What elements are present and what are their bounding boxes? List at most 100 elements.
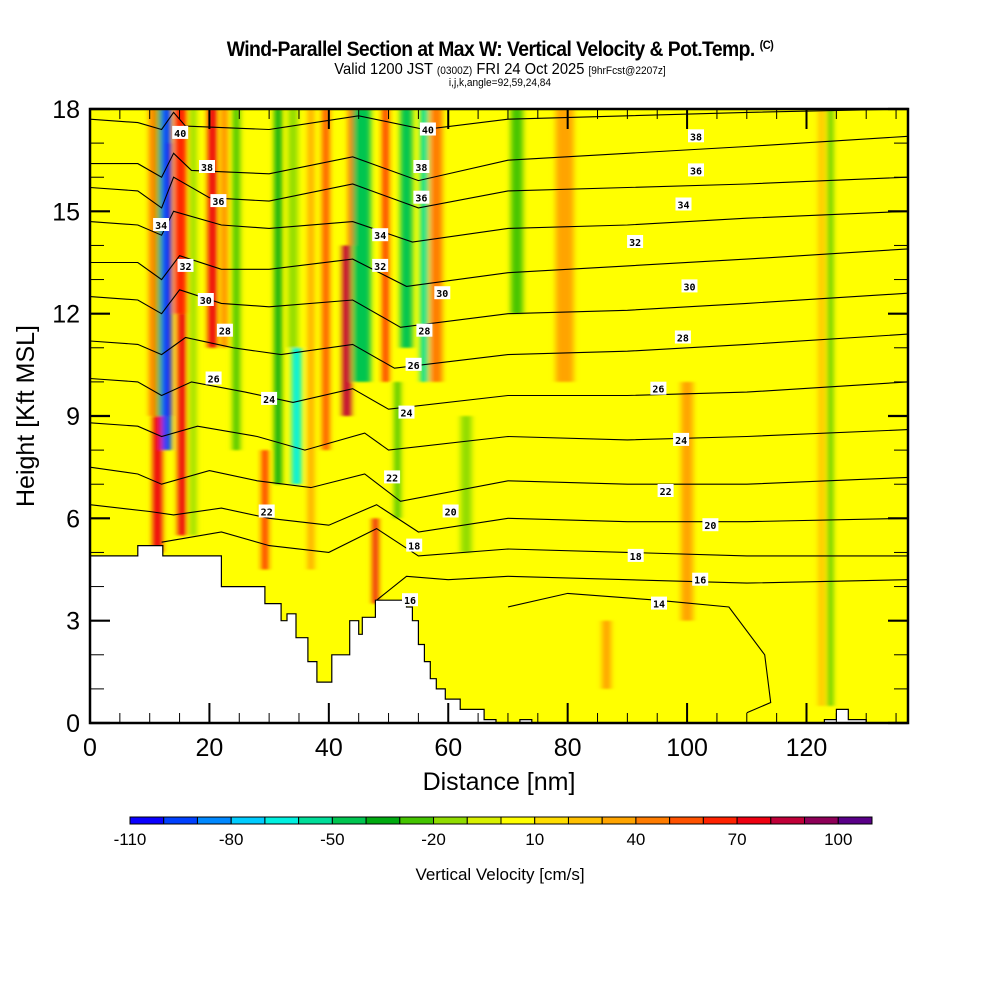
contour-label-bg xyxy=(406,538,423,552)
contour-label-text: 18 xyxy=(408,542,420,553)
contour-label-text: 36 xyxy=(415,194,427,205)
theta-contour-34 xyxy=(90,210,908,243)
theta-contour-14 xyxy=(507,592,772,714)
w-band xyxy=(394,381,401,519)
colorbar-swatch xyxy=(298,816,333,825)
contour-label: 14 xyxy=(651,596,667,611)
theta-contour-16 xyxy=(376,575,908,601)
section-info: i,j,k,angle=92,59,24,84 xyxy=(448,77,552,89)
colorbar-swatch xyxy=(635,816,671,825)
colorbar-label: 70 xyxy=(728,830,747,849)
contour-label-bg xyxy=(681,279,698,293)
contour-label-text: 16 xyxy=(694,576,706,587)
contour-label: 30 xyxy=(197,293,214,307)
w-band xyxy=(382,109,389,382)
contour-label-text: 32 xyxy=(179,262,191,273)
x-axis: 0 20 40 60 80 100 120 xyxy=(83,109,897,762)
colorbar-swatch xyxy=(534,816,569,825)
contour-label-text: 20 xyxy=(445,508,457,519)
contour-label-bg xyxy=(199,160,215,173)
y-tick-label: 0 xyxy=(66,710,80,738)
colorbar-swatch xyxy=(466,816,502,825)
contour-label-bg xyxy=(258,504,275,518)
terrain-mask xyxy=(90,545,867,723)
theta-contour-22 xyxy=(90,466,908,502)
contour-label: 24 xyxy=(398,405,415,420)
contour-label: 16 xyxy=(692,572,709,587)
contour-label-text: 24 xyxy=(400,409,412,420)
contour-label: 36 xyxy=(413,190,430,205)
contour-label-bg xyxy=(402,593,418,607)
colorbar-swatch xyxy=(331,816,367,825)
contour-label: 18 xyxy=(627,548,644,563)
contour-label-bg xyxy=(673,432,690,446)
contour-label-bg xyxy=(434,286,451,300)
w-band xyxy=(400,109,413,348)
w-band xyxy=(291,347,302,485)
contour-label: 28 xyxy=(674,330,691,345)
w-band xyxy=(152,416,163,553)
w-band xyxy=(149,109,157,416)
contour-label: 28 xyxy=(216,323,233,338)
colorbar-swatch xyxy=(736,816,772,825)
contour-label: 26 xyxy=(205,371,222,386)
plot-area: 40 38 36 34 32 30 28 26 24 40 38 36 34 32 30 28 26 24 22 22… xyxy=(90,109,908,723)
w-band xyxy=(307,109,314,570)
contour-label-bg xyxy=(419,122,436,136)
theta-contour-28 xyxy=(90,333,908,369)
valid-date: FRI 24 Oct 2025 xyxy=(476,61,585,78)
contour-label-text: 32 xyxy=(629,238,641,249)
contour-label-text: 34 xyxy=(677,201,689,212)
theta-contour-26 xyxy=(90,377,908,410)
colorbar-swatch xyxy=(669,816,704,825)
w-band xyxy=(166,143,172,416)
contour-label: 20 xyxy=(442,504,459,519)
contour-label-bg xyxy=(398,405,415,419)
contour-label-bg xyxy=(627,235,644,248)
contour-label-text: 18 xyxy=(630,552,642,563)
contour-label: 18 xyxy=(406,538,423,553)
colorbar-swatch xyxy=(433,816,468,825)
contour-label-text: 14 xyxy=(653,600,665,611)
w-band xyxy=(174,109,187,314)
x-tick-label: 20 xyxy=(196,734,224,762)
colorbar-label: -50 xyxy=(320,830,345,849)
contour-label-text: 38 xyxy=(690,132,702,143)
contour-label-text: 26 xyxy=(208,375,220,386)
contour-label-bg xyxy=(205,371,222,385)
x-tick-label: 40 xyxy=(315,734,343,762)
colorbar-swatch xyxy=(230,816,266,825)
theta-contour-32 xyxy=(90,248,908,287)
contour-label: 26 xyxy=(405,357,422,372)
contour-label-bg xyxy=(372,228,389,242)
colorbar-label: -80 xyxy=(219,830,244,849)
w-band xyxy=(156,109,165,416)
contour-label-text: 38 xyxy=(201,163,213,174)
x-tick-label: 0 xyxy=(83,734,97,762)
w-band xyxy=(232,109,240,451)
contour-label-bg xyxy=(372,258,389,272)
colorbar-label: -110 xyxy=(114,830,147,849)
contour-label-text: 38 xyxy=(415,163,427,174)
w-band xyxy=(288,109,298,348)
contour-label-text: 34 xyxy=(155,221,167,232)
contour-label: 32 xyxy=(627,235,644,249)
contour-label-bg xyxy=(650,381,667,395)
w-band xyxy=(601,620,611,689)
contour-label: 24 xyxy=(673,432,690,447)
vertical-velocity-field xyxy=(149,109,833,706)
contour-label: 36 xyxy=(210,194,227,208)
contour-label: 30 xyxy=(681,279,698,293)
contour-label: 32 xyxy=(372,258,389,273)
contour-label: 22 xyxy=(657,484,674,498)
w-band xyxy=(555,109,574,382)
colorbar-swatch xyxy=(264,816,300,825)
w-band xyxy=(827,109,833,706)
w-band xyxy=(460,416,472,553)
contour-label-bg xyxy=(657,484,674,497)
contour-label-text: 22 xyxy=(386,473,398,484)
copyright-mark: (C) xyxy=(759,38,774,52)
contour-label-text: 32 xyxy=(374,262,386,273)
